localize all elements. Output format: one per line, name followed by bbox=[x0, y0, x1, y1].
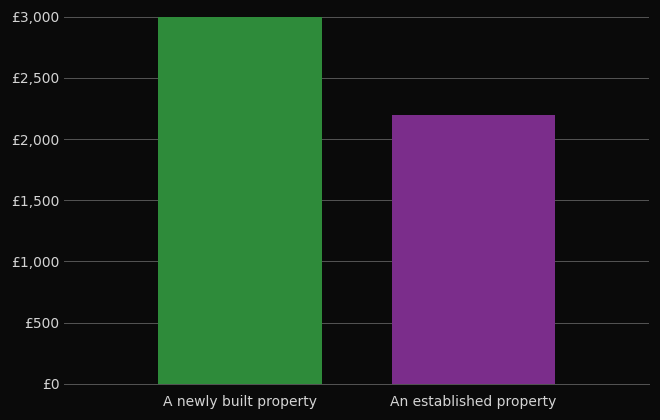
Bar bbox=[391, 115, 555, 384]
Bar bbox=[158, 17, 321, 384]
